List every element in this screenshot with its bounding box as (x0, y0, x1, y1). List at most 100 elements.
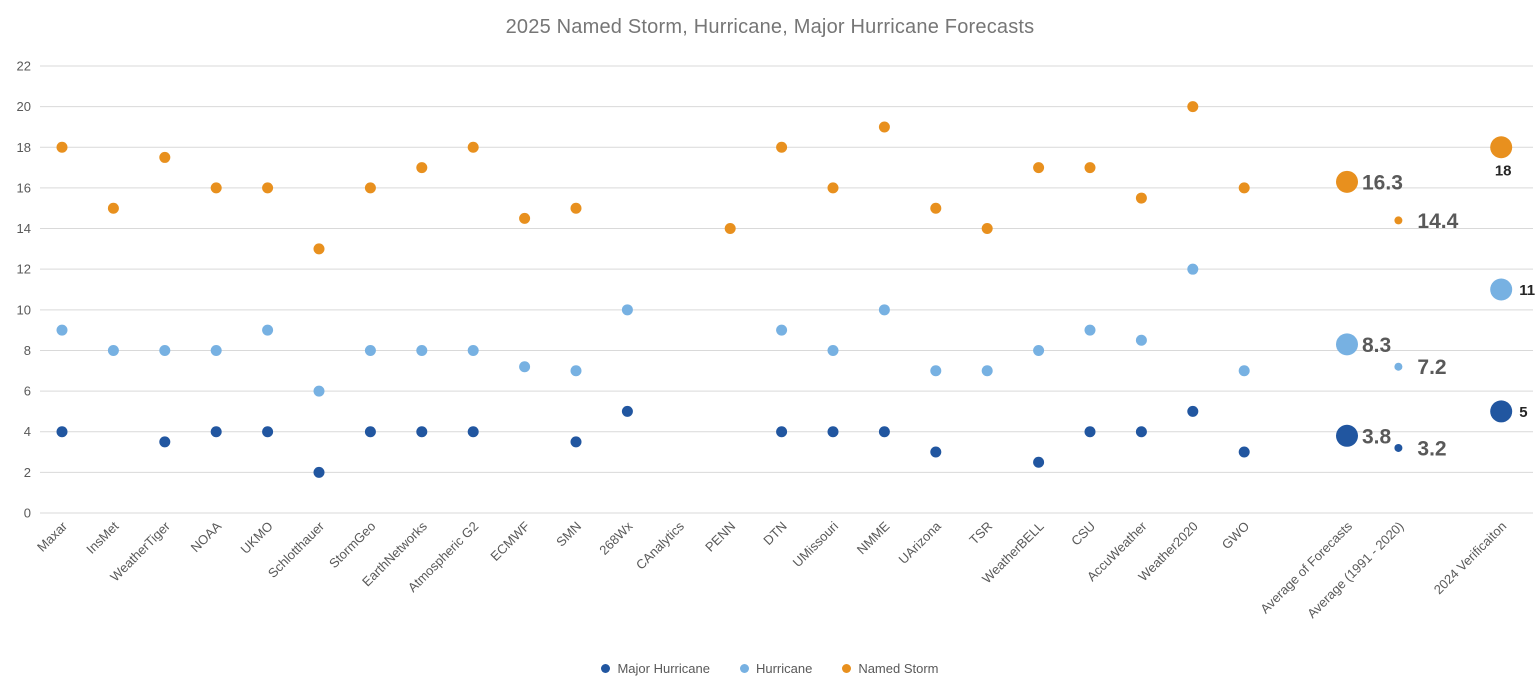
y-tick-label: 18 (17, 140, 31, 155)
named-storm-point (1490, 136, 1513, 159)
x-category-label: UKMO (238, 519, 276, 557)
named-storm-point (56, 141, 68, 153)
data-label: 18 (1495, 162, 1512, 179)
major-hurricane-point (416, 426, 428, 438)
x-category-label: NMME (854, 518, 893, 557)
legend: Major Hurricane Hurricane Named Storm (0, 661, 1540, 676)
y-tick-label: 0 (24, 506, 31, 521)
named-storm-point (159, 151, 171, 163)
hurricane-point (621, 304, 633, 316)
hurricane-point (1135, 334, 1147, 346)
hurricane-point (1187, 263, 1199, 275)
named-storm-point (519, 212, 531, 224)
major-hurricane-point (1336, 424, 1358, 447)
major-hurricane-point (1490, 400, 1513, 423)
major-hurricane-point (1084, 426, 1096, 438)
y-tick-label: 2 (24, 465, 31, 480)
major-hurricane-point (56, 426, 68, 438)
hurricane-point (519, 361, 531, 373)
data-label: 5 (1519, 404, 1527, 421)
hurricane-point (878, 304, 890, 316)
hurricane-point (262, 324, 274, 336)
hurricane-point (1033, 344, 1045, 356)
y-tick-label: 6 (24, 384, 31, 399)
hurricane-point (981, 365, 993, 377)
named-storm-point (1336, 170, 1358, 193)
data-label: 3.2 (1417, 437, 1446, 460)
hurricane-legend-marker-icon (739, 664, 749, 673)
x-category-label: InsMet (83, 518, 121, 556)
major-hurricane-point (364, 426, 376, 438)
x-category-label: Maxar (34, 518, 71, 555)
major-hurricane-point (159, 436, 171, 448)
named-storm-point (930, 202, 942, 214)
named-storm-point (1033, 162, 1045, 174)
named-storm-point (878, 121, 890, 133)
major-hurricane-point (930, 446, 942, 458)
major-hurricane-point (1394, 443, 1403, 452)
data-label: 14.4 (1417, 210, 1458, 233)
hurricane-point (56, 324, 68, 336)
x-category-label: DTN (760, 519, 789, 548)
x-category-label: UArizona (896, 518, 945, 567)
data-label: 3.8 (1362, 425, 1392, 448)
major-hurricane-point (1187, 405, 1199, 417)
named-storm-point (776, 141, 788, 153)
legend-label-named-storm: Named Storm (858, 661, 939, 676)
named-storm-point (364, 182, 376, 194)
hurricane-point (159, 344, 171, 356)
hurricane-point (776, 324, 788, 336)
major-hurricane-point (827, 426, 839, 438)
hurricane-point (827, 344, 839, 356)
named-storm-point (1187, 101, 1199, 113)
data-label: 16.3 (1362, 171, 1403, 194)
hurricane-point (416, 344, 428, 356)
hurricane-point (930, 365, 942, 377)
named-storm-point (570, 202, 582, 214)
named-storm-point (313, 243, 325, 255)
major-hurricane-point (1238, 446, 1250, 458)
y-tick-label: 8 (24, 343, 31, 358)
x-category-label: GWO (1219, 519, 1253, 553)
major-hurricane-point (570, 436, 582, 448)
major-hurricane-point (313, 466, 325, 478)
major-hurricane-point (467, 426, 479, 438)
hurricane-point (210, 344, 222, 356)
hurricane-point (1490, 278, 1513, 301)
y-tick-label: 10 (17, 302, 31, 317)
x-category-label: CSU (1068, 519, 1098, 549)
named-storm-point (827, 182, 839, 194)
y-tick-label: 20 (17, 99, 31, 114)
x-category-label: NOAA (188, 518, 225, 555)
x-category-label: Average of Forecasts (1257, 518, 1355, 616)
hurricane-point (107, 344, 119, 356)
y-tick-label: 22 (17, 59, 31, 74)
named-storm-legend-marker-icon (842, 664, 852, 673)
hurricane-point (570, 365, 582, 377)
legend-label-major-hurricane: Major Hurricane (617, 661, 710, 676)
legend-label-hurricane: Hurricane (755, 661, 813, 676)
x-category-label: Schlotthauer (265, 518, 328, 581)
data-label: 8.3 (1362, 334, 1391, 357)
major-hurricane-point (210, 426, 222, 438)
x-category-label: UMissouri (790, 518, 842, 570)
named-storm-point (416, 162, 428, 174)
legend-item-major-hurricane: Major Hurricane (601, 661, 710, 676)
y-tick-label: 14 (17, 221, 31, 236)
x-category-label: CAnalytics (633, 518, 687, 572)
named-storm-point (467, 141, 479, 153)
named-storm-point (262, 182, 274, 194)
major-hurricane-point (621, 405, 633, 417)
x-category-label: StormGeo (326, 519, 379, 572)
named-storm-point (724, 223, 736, 235)
legend-item-hurricane: Hurricane (739, 661, 813, 676)
y-tick-label: 12 (17, 262, 31, 277)
named-storm-point (1084, 162, 1096, 174)
hurricane-point (364, 344, 376, 356)
named-storm-point (1135, 192, 1147, 204)
x-category-label: ECMWF (487, 518, 532, 563)
named-storm-point (1238, 182, 1250, 194)
legend-item-named-storm: Named Storm (842, 661, 939, 676)
chart-title: 2025 Named Storm, Hurricane, Major Hurri… (505, 16, 1035, 38)
